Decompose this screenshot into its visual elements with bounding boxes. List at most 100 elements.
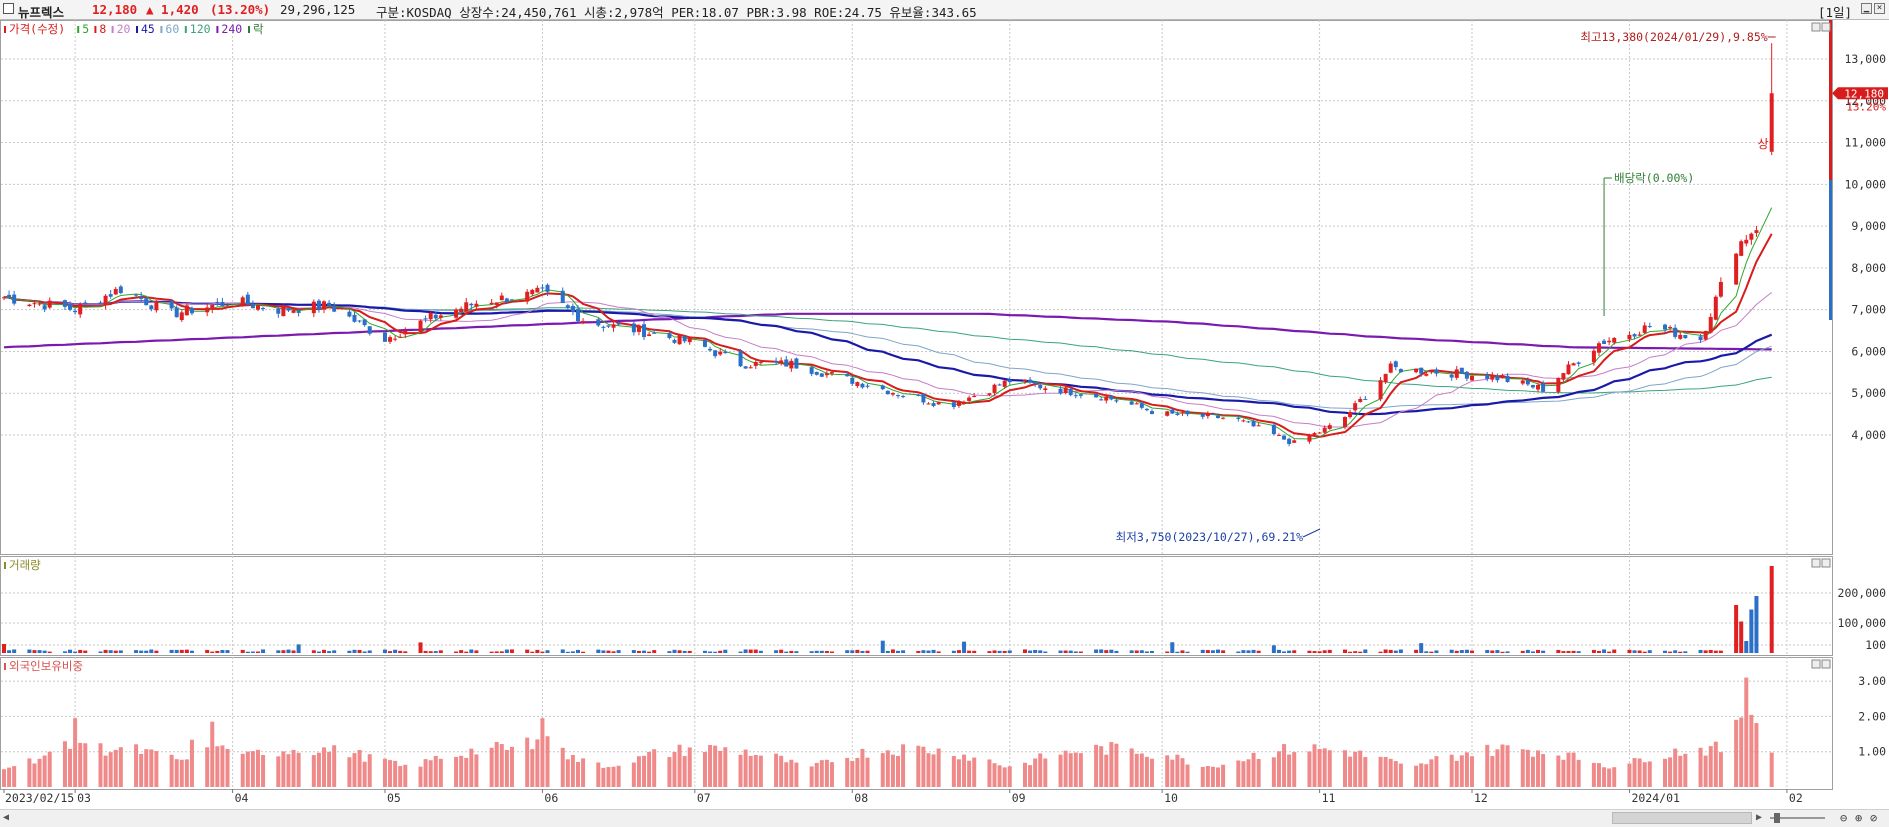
candle-body [454, 309, 459, 318]
foreign-ownership-bar [545, 736, 550, 787]
ma8-line [4, 233, 1773, 438]
volume-bar [428, 651, 433, 653]
candle-body [1068, 388, 1073, 396]
candle-body [7, 294, 12, 298]
candle-body [1033, 382, 1038, 385]
foreign-ownership-bar [78, 742, 83, 787]
candle-body [291, 310, 296, 313]
volume-bar [677, 650, 682, 653]
scroll-right-icon[interactable]: ▶ [1756, 812, 1763, 823]
candle-body [743, 366, 748, 369]
foreign-ownership-bar [1607, 768, 1612, 787]
price-tick-label: 10,000 [1844, 177, 1886, 191]
high-price-note: 최고13,380(2024/01/29),9.85% [1580, 30, 1767, 44]
volume-bar [636, 650, 641, 653]
candle-body [1627, 334, 1632, 340]
volume-bar [829, 651, 834, 653]
foreign-ownership-bar [896, 756, 900, 787]
volume-bar [169, 649, 174, 653]
foreign-ownership-bar [723, 747, 728, 787]
volume-bar [240, 649, 245, 653]
volume-bar [1500, 651, 1505, 653]
foreign-ownership-bar [322, 747, 327, 787]
foreign-ownership-bar [1393, 761, 1398, 787]
foreign-ownership-bar [1078, 753, 1083, 787]
volume-bar [382, 649, 387, 653]
volume-bar [1271, 645, 1276, 653]
volume-bar [1378, 651, 1383, 653]
candle-body [489, 302, 494, 305]
zoom-out-icon[interactable]: ⊖ [1840, 811, 1848, 825]
foreign-ownership-bar [403, 764, 408, 787]
candle-body [347, 311, 352, 317]
x-tick-label: 10 [1164, 791, 1178, 805]
candle-body [388, 337, 393, 342]
foreign-ownership-bar [169, 754, 174, 787]
period-selector[interactable]: [1일] [1818, 5, 1853, 20]
zoom-slider[interactable] [1770, 817, 1825, 819]
zoom-in-icon[interactable]: ⊕ [1855, 811, 1863, 825]
candle-body [12, 294, 17, 304]
candle-body [474, 303, 479, 307]
zoom-reset-icon[interactable]: ⊘ [1870, 811, 1878, 825]
candle-body [1149, 411, 1154, 414]
candle-body [504, 298, 509, 303]
stock-name[interactable]: 뉴프렉스 [18, 5, 65, 20]
volume-bar [388, 651, 393, 653]
volume-bar [1292, 650, 1297, 653]
candle-body [1109, 395, 1114, 400]
volume-bar [1221, 650, 1226, 653]
foreign-ownership-bar [357, 750, 362, 787]
foreign-ownership-bar [144, 749, 149, 787]
foreign-ownership-bar [1627, 763, 1632, 787]
volume-bar [682, 650, 687, 653]
legend-label-8: 락 [253, 22, 264, 36]
volume-bar [327, 651, 332, 653]
volume-bar [1099, 649, 1104, 653]
scroll-left-icon[interactable]: ◀ [3, 812, 10, 823]
candle-body [296, 310, 301, 313]
volume-bar [1713, 650, 1718, 653]
foreign-ownership-bar [139, 753, 144, 787]
candle-body [896, 395, 900, 397]
volume-bar [1718, 650, 1723, 653]
volume-bar [1414, 649, 1419, 653]
chart-scrollbar[interactable]: ◀ ▶ ⊖ ⊕ ⊘ [0, 809, 1889, 827]
close-icon[interactable]: × [1874, 3, 1885, 14]
foreign-ownership-bar [332, 745, 337, 787]
foreign-ownership-bar [784, 762, 789, 787]
chart-select-checkbox[interactable] [3, 3, 14, 14]
candle-body [139, 296, 144, 299]
zoom-slider-knob[interactable] [1774, 813, 1780, 823]
foreign-ownership-bar [1271, 757, 1276, 787]
volume-bar [352, 649, 357, 653]
candle-body [32, 303, 37, 305]
foreign-ownership-bar [901, 744, 906, 787]
panel-minimize-icon [1811, 22, 1821, 32]
foreign-ownership-bar [1287, 754, 1292, 787]
volume-bar [1343, 649, 1347, 653]
volume-bar [1541, 650, 1546, 653]
price-tag-percent: 13.20% [1846, 100, 1886, 113]
minimize-icon[interactable]: ▁ [1861, 3, 1872, 14]
candle-body [1596, 343, 1601, 353]
foreign-ownership-bar [393, 760, 398, 787]
volume-bar [708, 651, 713, 653]
volume-bar [367, 650, 372, 653]
scroll-thumb[interactable] [1612, 812, 1752, 824]
foreign-ownership-bar [1312, 744, 1317, 787]
candle-body [885, 390, 890, 395]
candle-body [758, 362, 763, 364]
candle-body [702, 339, 707, 347]
foreign-ownership-bar [179, 759, 184, 787]
volume-bar [42, 650, 47, 653]
price-panel [0, 20, 1833, 555]
foreign-ownership-bar [367, 754, 372, 787]
candle-body [382, 332, 387, 342]
volume-bar [560, 649, 565, 653]
candle-body [1271, 424, 1276, 435]
foreign-ownership-bar [1734, 719, 1739, 787]
candle-body [1104, 396, 1109, 401]
volume-bar [1205, 650, 1210, 653]
stock-chart-area[interactable]: 13,00012,00011,00010,0009,0008,0007,0006… [0, 20, 1889, 809]
